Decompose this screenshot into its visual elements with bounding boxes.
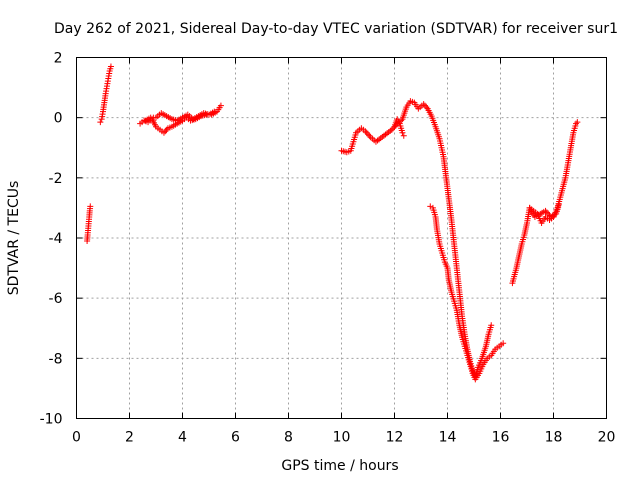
- y-tick-label: -8: [49, 351, 63, 367]
- x-tick-label: 2: [125, 430, 134, 446]
- data-point: [399, 129, 406, 136]
- x-tick-label: 10: [333, 430, 351, 446]
- data-point: [500, 340, 507, 347]
- x-tick-label: 14: [439, 430, 457, 446]
- data-point: [366, 132, 373, 139]
- data-point: [427, 203, 434, 210]
- x-axis-label: GPS time / hours: [281, 458, 398, 474]
- x-tick-label: 18: [545, 430, 563, 446]
- data-point: [363, 129, 370, 136]
- y-tick-label: 2: [54, 51, 63, 67]
- data-points-layer: [84, 63, 581, 383]
- x-tick-label: 6: [231, 430, 240, 446]
- data-point: [162, 128, 169, 135]
- data-point: [217, 102, 224, 109]
- data-point: [543, 209, 550, 216]
- data-point: [400, 132, 407, 139]
- data-point: [488, 322, 495, 329]
- x-tick-label: 8: [284, 430, 293, 446]
- data-point: [555, 201, 562, 208]
- data-point: [97, 119, 104, 126]
- x-tick-label: 0: [72, 430, 81, 446]
- y-tick-label: -6: [49, 291, 63, 307]
- data-point: [211, 108, 218, 115]
- data-point: [574, 119, 581, 126]
- y-tick-label: 0: [54, 111, 63, 127]
- x-tick-label: 4: [178, 430, 187, 446]
- label-layer: 0 2 4 6 8 10 12 14 16 18 20 -10 -8 -6 -4 -2 0 2: [40, 51, 616, 446]
- data-point: [87, 203, 94, 210]
- x-tick-label: 12: [386, 430, 404, 446]
- y-axis-label: SDTVAR / TECUs: [6, 181, 22, 296]
- y-tick-label: -10: [40, 412, 63, 428]
- data-point: [421, 102, 428, 109]
- y-tick-label: -2: [49, 171, 63, 187]
- grid-layer: [76, 57, 607, 419]
- chart-title: Day 262 of 2021, Sidereal Day-to-day VTE…: [54, 21, 618, 37]
- x-tick-label: 20: [598, 430, 616, 446]
- tick-layer: [76, 57, 607, 419]
- data-point: [365, 131, 371, 138]
- x-tick-label: 16: [492, 430, 510, 446]
- y-tick-label: -4: [49, 231, 63, 247]
- data-point: [107, 63, 114, 70]
